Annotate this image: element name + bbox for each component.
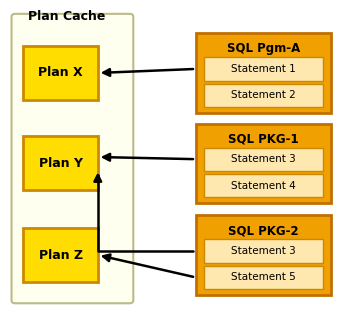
Text: Plan X: Plan X: [38, 67, 83, 79]
FancyBboxPatch shape: [204, 266, 323, 289]
FancyBboxPatch shape: [204, 148, 323, 171]
Text: SQL PKG-1: SQL PKG-1: [228, 132, 299, 145]
Text: Statement 5: Statement 5: [231, 273, 296, 283]
Text: Statement 2: Statement 2: [231, 90, 296, 100]
FancyBboxPatch shape: [204, 174, 323, 197]
Text: Statement 1: Statement 1: [231, 64, 296, 74]
Text: Statement 4: Statement 4: [231, 181, 296, 191]
Text: Statement 3: Statement 3: [231, 246, 296, 256]
FancyBboxPatch shape: [196, 123, 331, 203]
FancyBboxPatch shape: [24, 46, 98, 100]
FancyBboxPatch shape: [204, 57, 323, 81]
FancyBboxPatch shape: [24, 136, 98, 191]
FancyBboxPatch shape: [24, 228, 98, 282]
FancyBboxPatch shape: [204, 84, 323, 107]
FancyBboxPatch shape: [196, 215, 331, 295]
Text: Plan Z: Plan Z: [39, 249, 83, 262]
FancyBboxPatch shape: [196, 33, 331, 113]
Text: Plan Cache: Plan Cache: [28, 10, 106, 23]
FancyBboxPatch shape: [204, 239, 323, 263]
Text: SQL Pgm-A: SQL Pgm-A: [227, 42, 300, 55]
Text: Plan Y: Plan Y: [39, 157, 83, 170]
Text: SQL PKG-2: SQL PKG-2: [228, 224, 299, 237]
Text: Statement 3: Statement 3: [231, 154, 296, 164]
FancyBboxPatch shape: [12, 14, 133, 303]
